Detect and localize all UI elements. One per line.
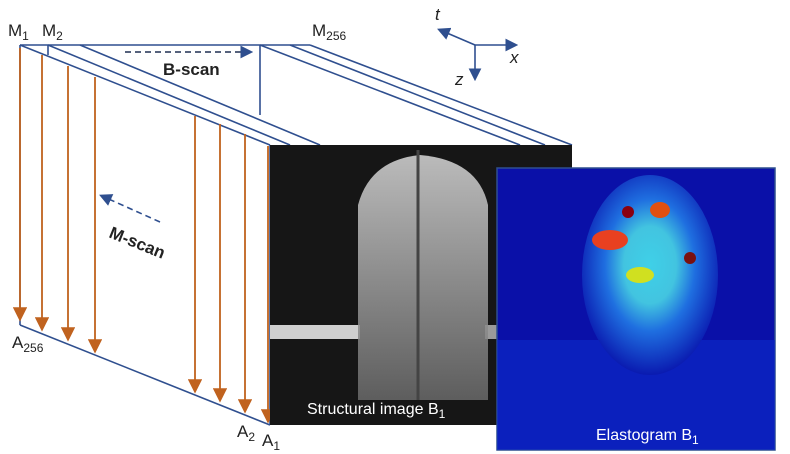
b-scan-label: B-scan: [163, 60, 220, 79]
label-a256: A256: [12, 333, 44, 355]
label-part: 1: [22, 29, 29, 43]
label-part: M: [8, 21, 22, 40]
label-part: 256: [326, 29, 346, 43]
label-part: 256: [23, 341, 43, 355]
diagram: B-scan M-scan Structural image B1 Elasto…: [0, 0, 790, 454]
axes-glyph: x t z: [435, 5, 519, 89]
m-scan-label: M-scan: [107, 223, 168, 263]
label-part: Structural image B: [307, 401, 439, 418]
label-part: 2: [248, 430, 255, 444]
label-m1: M1: [8, 21, 29, 43]
label-part: 1: [273, 439, 280, 453]
label-part: A: [237, 422, 249, 441]
elastogram-image: Elastogram B1: [497, 168, 775, 450]
label-m256: M256: [312, 21, 347, 43]
axis-z: z: [454, 70, 464, 89]
label-part: 2: [56, 29, 63, 43]
label-part: 1: [439, 407, 446, 421]
a-lines: [20, 48, 268, 420]
label-part: 1: [692, 433, 699, 447]
label-part: M: [42, 21, 56, 40]
label-part: Elastogram B: [596, 427, 692, 444]
label-a2: A2: [237, 422, 255, 444]
label-m2: M2: [42, 21, 63, 43]
m-scan-arrow: [102, 196, 160, 222]
label-part: M: [312, 21, 326, 40]
page: {"labels":{ "m1":{"base":"M","sub":"1"},…: [0, 0, 790, 454]
axis-x: x: [509, 48, 519, 67]
label-a1: A1: [262, 431, 280, 453]
label-part: A: [262, 431, 274, 450]
label-part: A: [12, 333, 24, 352]
axis-t: t: [435, 5, 441, 24]
